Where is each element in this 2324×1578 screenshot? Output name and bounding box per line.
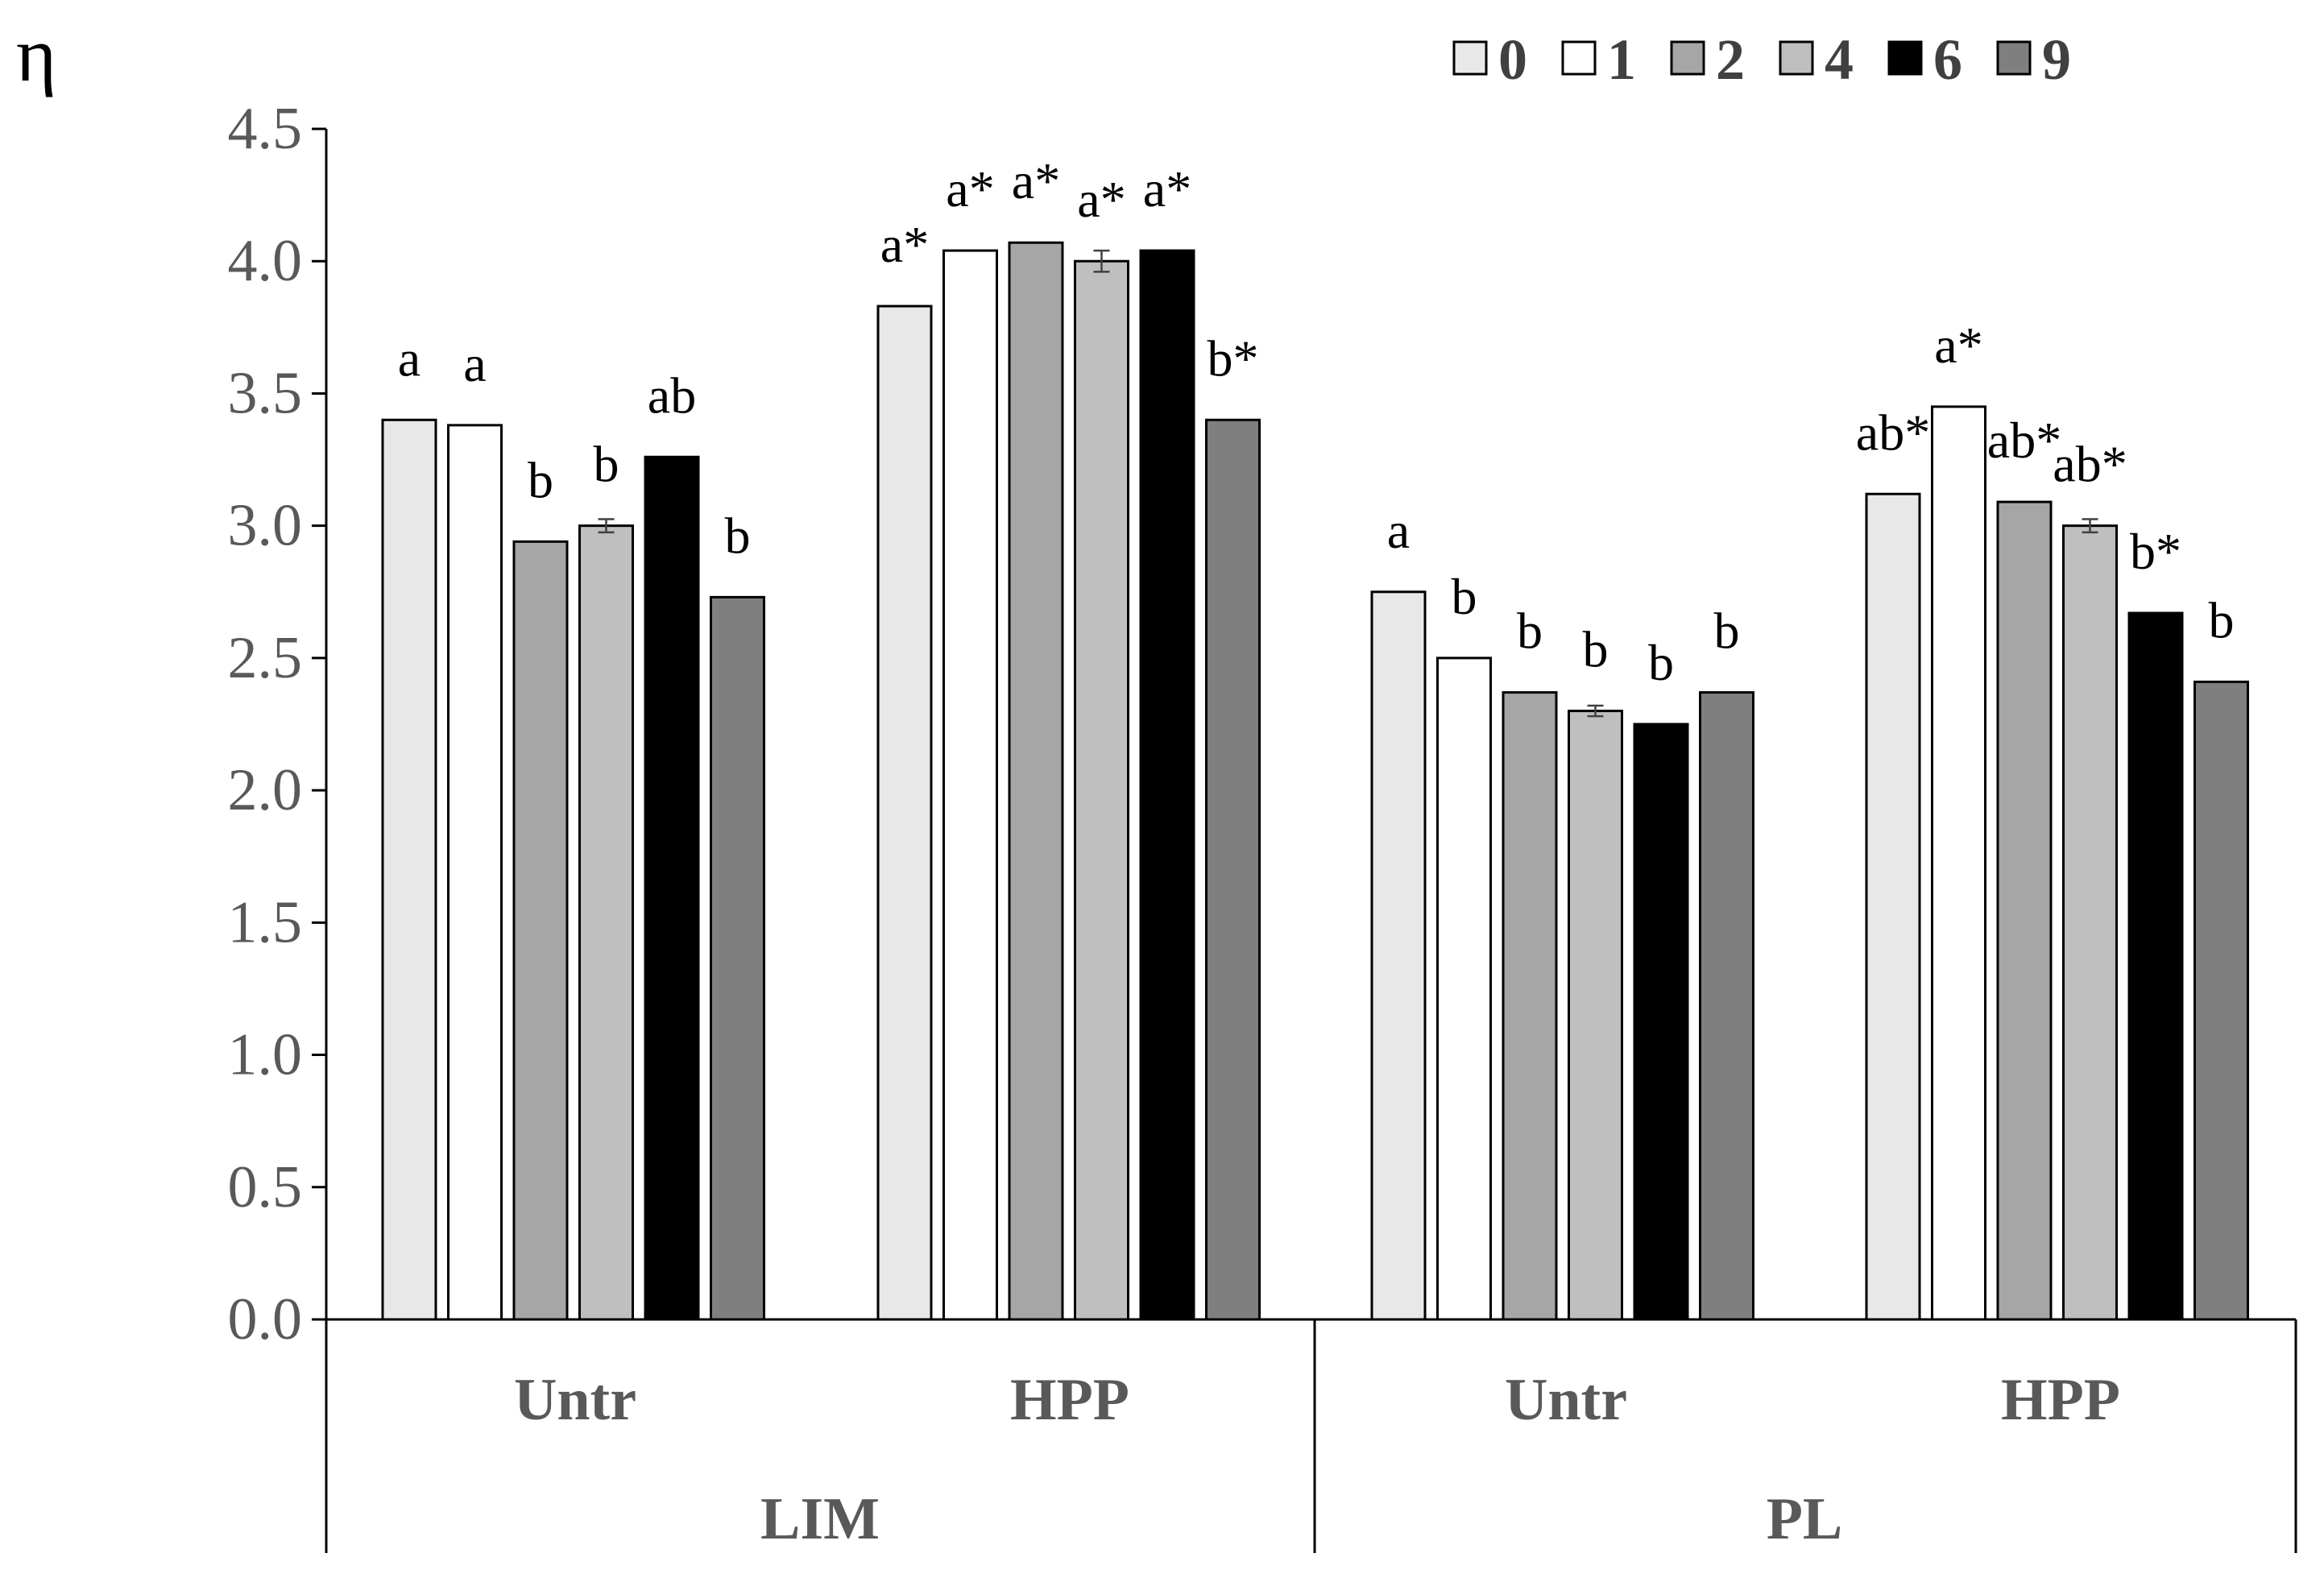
bar <box>1865 492 1921 1321</box>
legend-swatch <box>1670 40 1705 76</box>
x-group-label: LIM <box>760 1486 880 1552</box>
legend-label: 2 <box>1716 27 1745 92</box>
bar <box>447 424 503 1321</box>
significance-label: a <box>398 329 420 387</box>
significance-label: ab* <box>1856 404 1930 461</box>
x-tick-label: HPP <box>2001 1367 2120 1433</box>
legend-label: 4 <box>1825 27 1854 92</box>
significance-label: ab* <box>1987 412 2061 469</box>
bar <box>1931 405 1986 1321</box>
bar <box>578 524 634 1321</box>
significance-label: b <box>1714 603 1740 660</box>
y-tick-label: 3.0 <box>228 493 303 559</box>
y-tick-label: 1.0 <box>228 1022 303 1088</box>
legend-label: 1 <box>1607 27 1636 92</box>
significance-label: a <box>1387 502 1410 559</box>
bar <box>1996 500 2053 1321</box>
legend-swatch <box>1996 40 2032 76</box>
bar <box>1502 691 1558 1321</box>
x-tick-label: HPP <box>1010 1367 1129 1433</box>
bar <box>1205 418 1261 1321</box>
bar <box>2127 611 2184 1321</box>
x-tick-label: Untr <box>514 1367 636 1433</box>
legend-label: 6 <box>1933 27 1962 92</box>
legend: 0 1 2 4 6 9 <box>1452 27 2071 92</box>
bar <box>1370 590 1427 1321</box>
bar <box>1699 691 1754 1321</box>
legend-label: 0 <box>1498 27 1527 92</box>
y-tick-label: 0.5 <box>228 1154 303 1220</box>
x-axis: Untr HPP LIM Untr HPP PL <box>325 1318 2297 1553</box>
significance-label: b* <box>2130 523 2181 580</box>
significance-label: a* <box>946 160 994 217</box>
significance-label: b <box>1452 568 1477 625</box>
y-tick-label: 3.5 <box>228 360 303 426</box>
significance-label: a* <box>1143 160 1191 217</box>
bar <box>2194 680 2249 1321</box>
significance-label: a <box>463 335 486 392</box>
bar <box>1436 656 1492 1321</box>
bar <box>942 249 998 1321</box>
legend-label: 9 <box>2042 27 2071 92</box>
significance-label: b <box>725 507 751 564</box>
y-tick-label: 4.5 <box>228 96 303 162</box>
significance-label: b <box>1583 621 1609 678</box>
significance-label: b <box>2209 591 2235 648</box>
significance-label: b <box>1648 634 1674 691</box>
legend-swatch <box>1561 40 1597 76</box>
significance-label: a* <box>1012 152 1060 209</box>
legend-swatch <box>1779 40 1814 76</box>
x-tick-label: Untr <box>1505 1367 1627 1433</box>
y-tick-label: 4.0 <box>228 228 303 294</box>
y-tick-label: 2.0 <box>228 757 303 823</box>
bar <box>1074 259 1129 1321</box>
bar <box>1568 710 1623 1321</box>
bar <box>644 455 700 1321</box>
significance-label: ab <box>648 367 696 424</box>
bars: aa*aab*aa*ba*ba*bab*ba*bab*aba*bb*bb*b b <box>381 152 2249 1321</box>
bar <box>512 540 569 1321</box>
y-axis-title: η <box>16 11 56 97</box>
x-group-label: PL <box>1767 1486 1843 1552</box>
significance-label: b <box>1517 603 1543 660</box>
legend-swatch <box>1887 40 1923 76</box>
bar <box>1633 723 1689 1321</box>
y-tick-label: 0.0 <box>228 1286 303 1352</box>
bar <box>1008 241 1064 1321</box>
significance-label: b <box>528 451 553 508</box>
significance-label: a* <box>1077 171 1125 228</box>
significance-label: b <box>594 436 619 493</box>
significance-label: ab* <box>2053 436 2127 493</box>
significance-label: a* <box>880 216 929 273</box>
significance-label: a* <box>1934 317 1982 374</box>
legend-swatch <box>1452 40 1488 76</box>
bar <box>1139 249 1195 1321</box>
y-axis: 0.0 0.5 1.0 1.5 2.0 2.5 3.0 3.5 4.0 4.5 <box>228 96 328 1352</box>
bar <box>2062 524 2118 1321</box>
bar <box>710 595 765 1321</box>
y-tick-label: 1.5 <box>228 889 303 955</box>
significance-label: b* <box>1208 329 1259 387</box>
bar <box>381 418 437 1321</box>
y-tick-label: 2.5 <box>228 625 303 691</box>
bar <box>876 304 933 1321</box>
